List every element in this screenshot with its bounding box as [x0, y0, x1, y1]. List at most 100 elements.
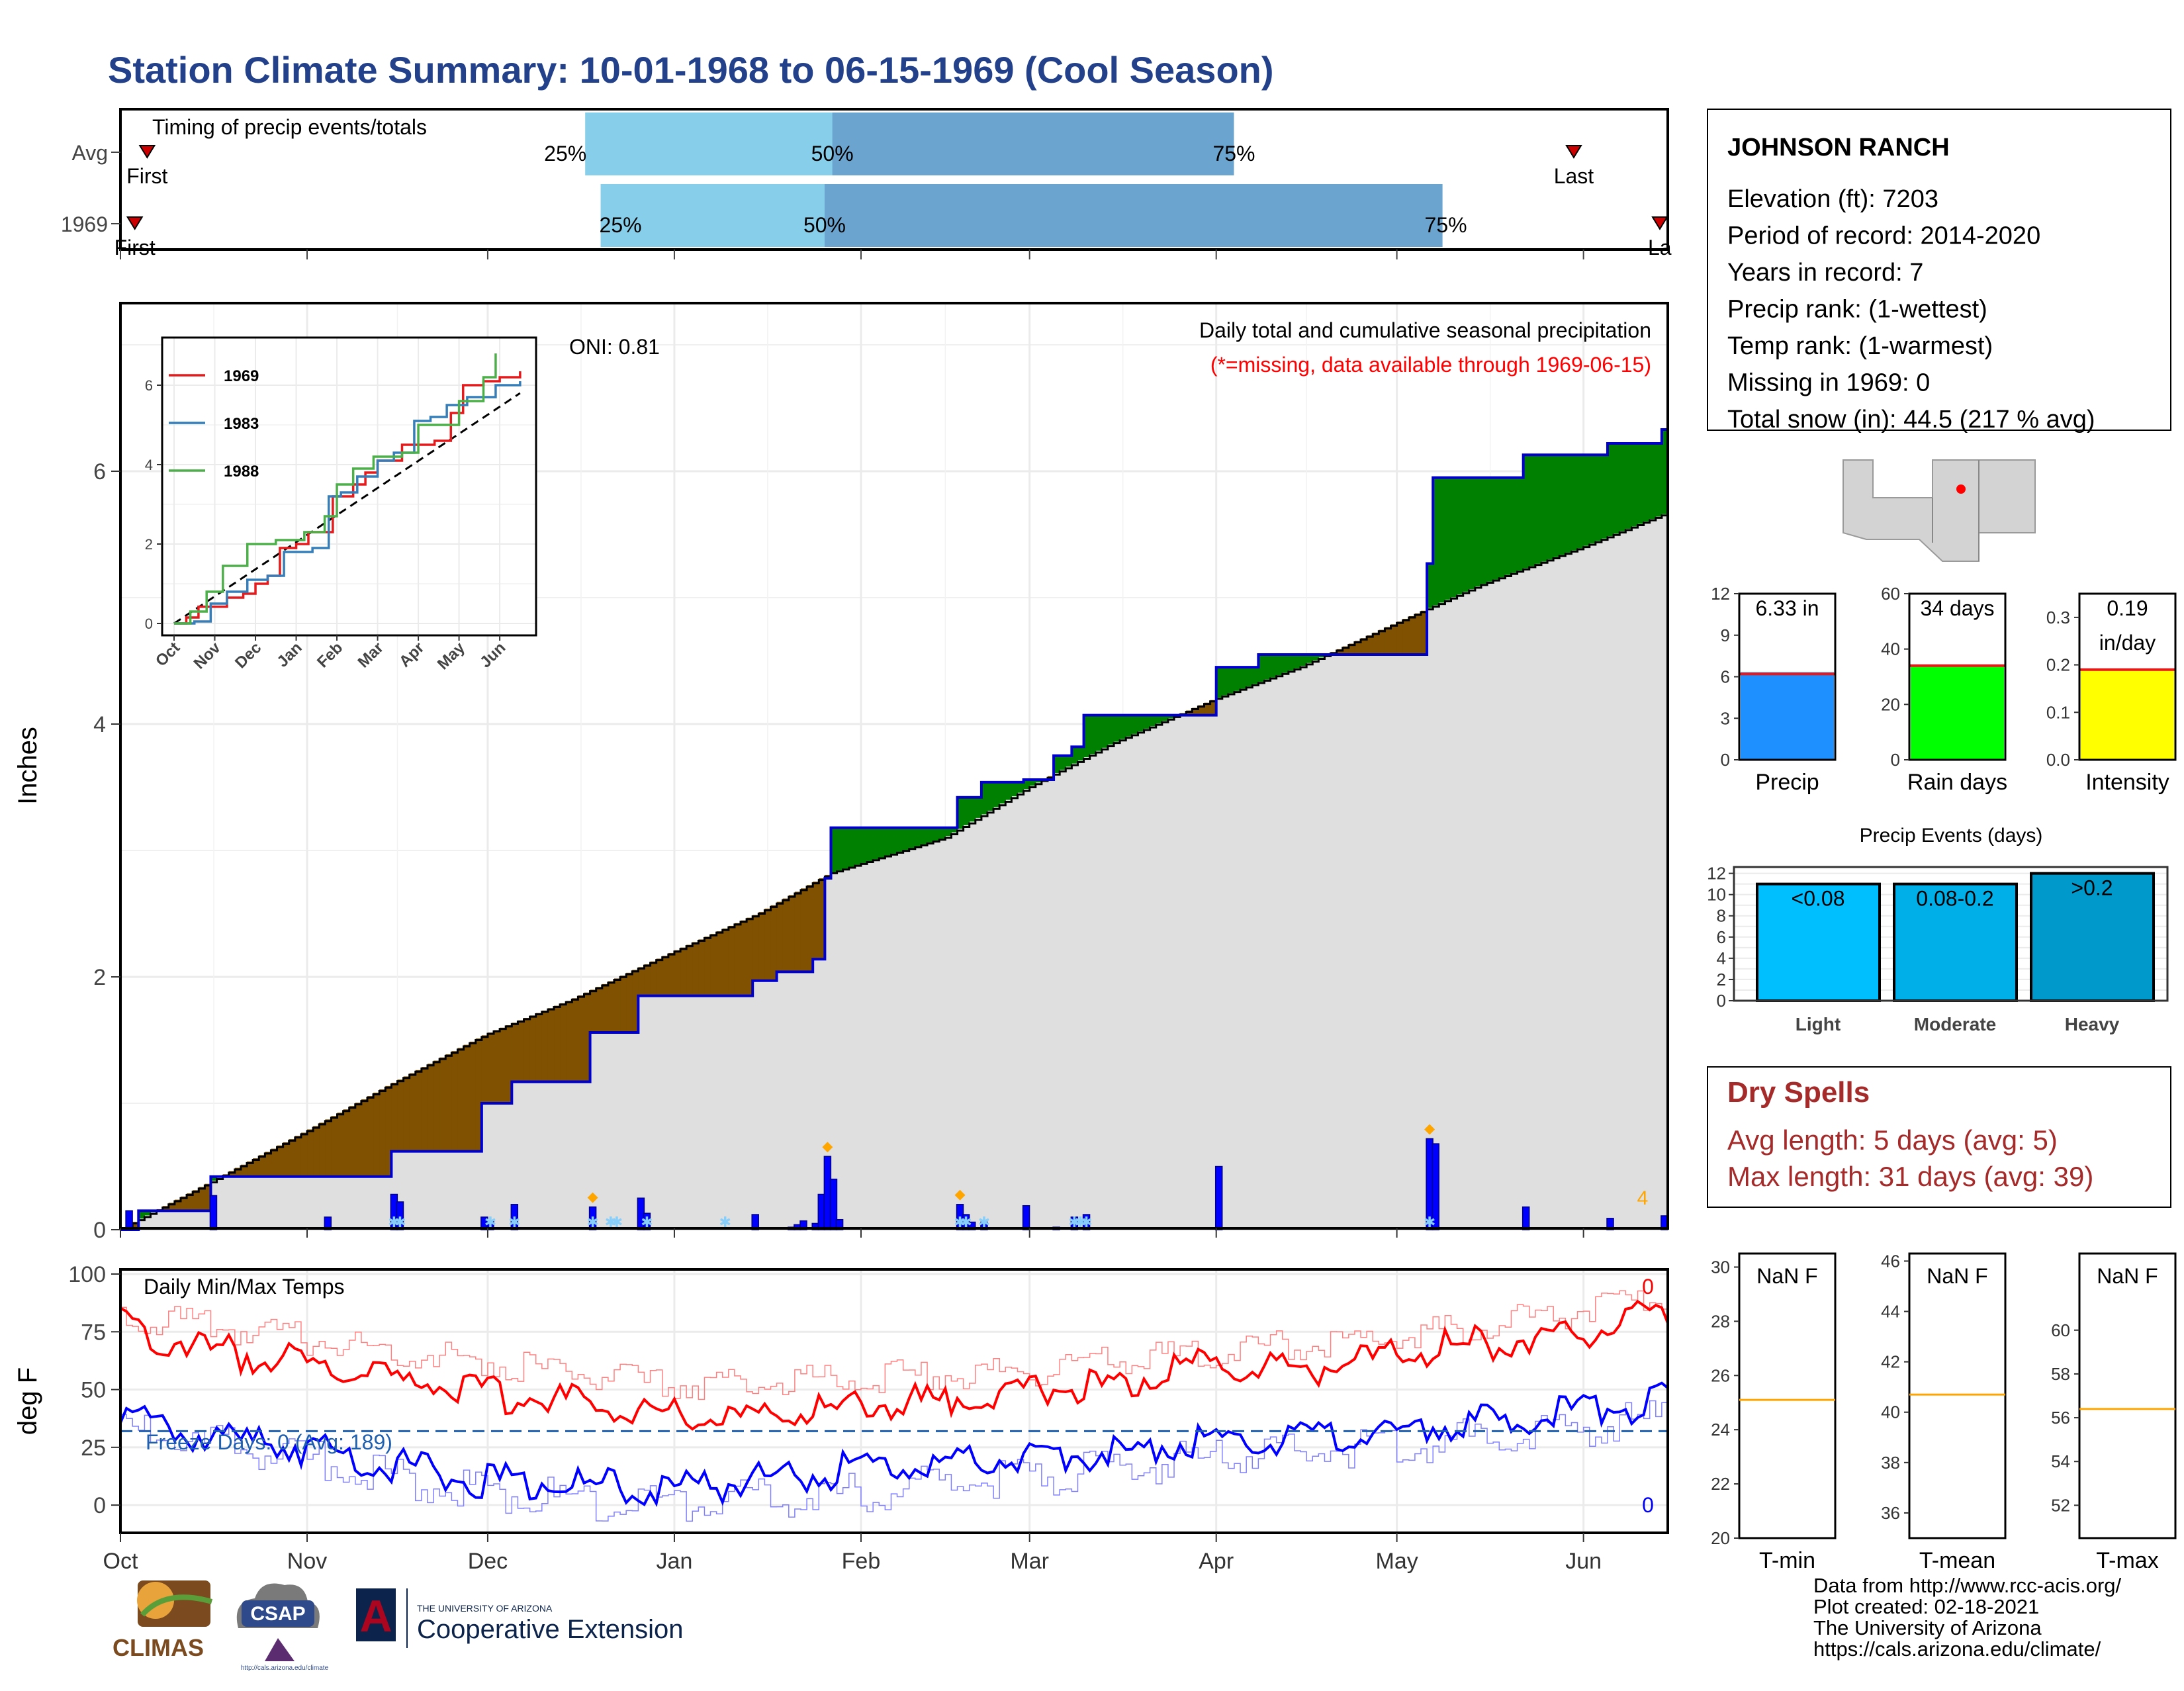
- temp-mini-y-tick: 56: [2051, 1408, 2070, 1428]
- difference-fill: [1487, 478, 1494, 582]
- difference-fill: [578, 995, 584, 1082]
- freeze-days-label: Freeze Days: 0 (Avg: 189): [146, 1430, 392, 1454]
- precip-events-chart: Precip Events (days)<0.08Light0.08-0.2Mo…: [1707, 825, 2167, 1034]
- difference-fill: [608, 982, 615, 1032]
- timing-q75: 75%: [1212, 142, 1255, 165]
- mini-y-tick: 0.0: [2046, 750, 2070, 770]
- credit-line: Plot created: 02-18-2021: [1813, 1596, 2121, 1618]
- difference-fill: [626, 973, 633, 1032]
- temp-value-label: NaN F: [1927, 1264, 1987, 1288]
- credits: Data from http://www.rcc-acis.org/ Plot …: [1813, 1575, 2121, 1660]
- y-tick-label: 2: [93, 965, 106, 990]
- difference-fill: [1584, 455, 1590, 546]
- difference-fill: [717, 931, 723, 996]
- difference-fill: [325, 1119, 332, 1176]
- difference-fill: [1578, 455, 1584, 548]
- bar-frame: [1739, 1254, 1835, 1538]
- difference-fill: [1565, 455, 1572, 553]
- y-tick-label: 100: [68, 1262, 106, 1287]
- daily-precip-bar: [1023, 1206, 1030, 1230]
- difference-fill: [1608, 443, 1614, 536]
- difference-fill: [343, 1109, 350, 1177]
- station-info-line: Period of record: 2014-2020: [1727, 222, 2040, 250]
- difference-fill: [861, 828, 868, 863]
- dry-spells-box: Dry Spells Avg length: 5 days (avg: 5) M…: [1707, 1067, 2171, 1207]
- station-location-marker: [1956, 484, 1966, 494]
- difference-fill: [1590, 455, 1596, 543]
- difference-fill: [764, 909, 771, 981]
- x-tick-label: Feb: [842, 1549, 881, 1574]
- station-info-line: Precip rank: (1-wettest): [1727, 296, 1987, 324]
- difference-fill: [1409, 616, 1416, 655]
- difference-fill: [843, 828, 850, 869]
- difference-fill: [698, 939, 705, 995]
- difference-fill: [512, 1023, 518, 1081]
- difference-fill: [319, 1122, 326, 1176]
- station-info-line: Temp rank: (1-warmest): [1727, 332, 1993, 360]
- mini-y-tick: 0: [1891, 750, 1900, 770]
- inset-y-tick: 6: [145, 377, 153, 394]
- difference-fill: [849, 828, 856, 867]
- timing-bar-inner: [833, 113, 1234, 175]
- y-tick-label: 75: [81, 1320, 106, 1345]
- difference-fill: [993, 782, 1000, 807]
- timing-panel-label: Timing of precip events/totals: [152, 115, 427, 139]
- mini-y-tick: 60: [1881, 584, 1900, 604]
- logos: CLIMAS CSAP http://cals.arizona.edu/clim…: [106, 1575, 768, 1674]
- difference-fill: [801, 888, 807, 972]
- ua-top-text: THE UNIVERSITY OF ARIZONA: [417, 1603, 553, 1614]
- difference-fill: [680, 948, 687, 996]
- difference-fill: [879, 828, 886, 858]
- ua-logo: A THE UNIVERSITY OF ARIZONA Cooperative …: [356, 1588, 683, 1648]
- precip-missing-note: (*=missing, data available through 1969-…: [1210, 353, 1651, 377]
- temp-mini-y-tick: 58: [2051, 1364, 2070, 1384]
- difference-fill: [915, 828, 922, 846]
- difference-fill: [964, 798, 970, 825]
- mini-y-tick: 6: [1721, 667, 1730, 687]
- difference-fill: [494, 1030, 500, 1103]
- temp-mini-y-tick: 26: [1711, 1365, 1730, 1385]
- bar-value-label: 34 days: [1920, 596, 1994, 620]
- difference-fill: [566, 1001, 572, 1081]
- difference-fill: [445, 1054, 452, 1152]
- precip-chart-title: Daily total and cumulative seasonal prec…: [1199, 318, 1651, 342]
- temp-mini-y-tick: 42: [1881, 1352, 1900, 1372]
- difference-fill: [560, 1003, 567, 1082]
- difference-fill: [1289, 655, 1295, 670]
- ua-letter: A: [359, 1591, 392, 1641]
- difference-fill: [590, 989, 597, 1032]
- difference-fill: [771, 905, 778, 981]
- temp-mini-y-tick: 24: [1711, 1420, 1730, 1440]
- bar-frame: [1909, 1254, 2005, 1538]
- difference-fill: [741, 921, 747, 996]
- temp-mini-y-tick: 60: [2051, 1320, 2070, 1340]
- difference-fill: [367, 1096, 374, 1177]
- difference-fill: [970, 798, 976, 822]
- location-map: [1843, 460, 2035, 561]
- difference-fill: [795, 891, 801, 972]
- difference-fill: [1511, 478, 1518, 573]
- difference-fill: [1234, 667, 1241, 691]
- difference-fill: [657, 958, 663, 995]
- difference-fill: [488, 1032, 494, 1103]
- difference-fill: [662, 956, 669, 995]
- mini-y-tick: 0: [1721, 750, 1730, 770]
- difference-fill: [1126, 715, 1132, 737]
- difference-fill: [410, 1074, 416, 1152]
- inset-y-tick: 2: [145, 536, 153, 553]
- difference-fill: [867, 828, 874, 861]
- temp-category-label: T-min: [1759, 1548, 1815, 1573]
- difference-fill: [1246, 667, 1253, 686]
- csap-logo: CSAP http://cals.arizona.edu/climate: [237, 1584, 329, 1672]
- difference-fill: [572, 998, 578, 1081]
- difference-fill: [1529, 455, 1536, 566]
- y-tick-label: 50: [81, 1378, 106, 1403]
